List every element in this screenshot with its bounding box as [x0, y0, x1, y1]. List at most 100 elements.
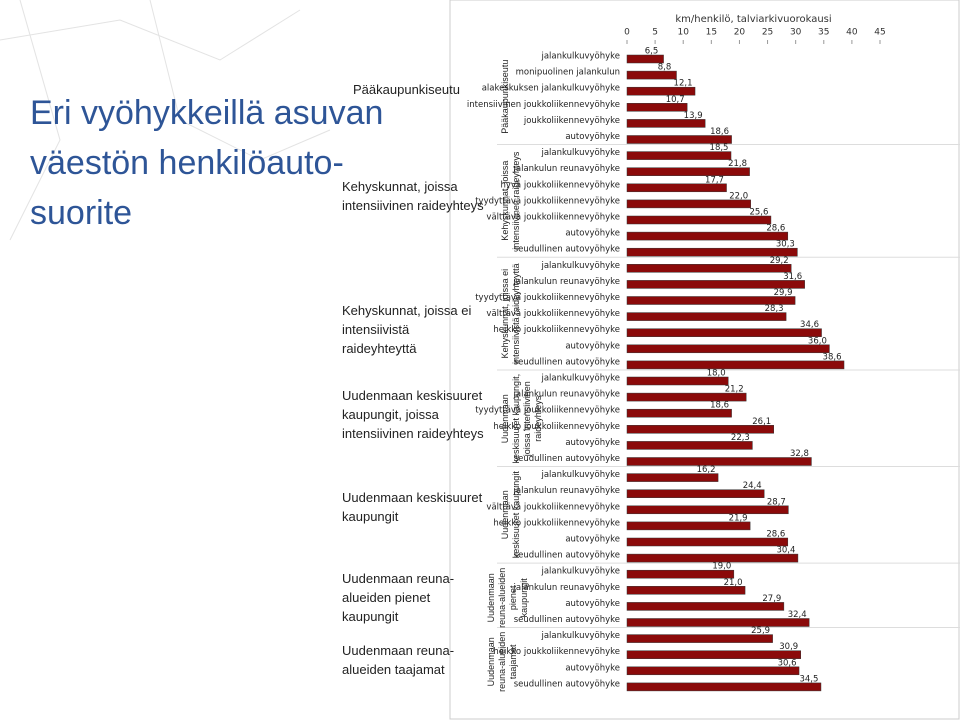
value-label: 32,4 — [788, 610, 807, 620]
bar — [626, 247, 798, 257]
group-axis-label: Uudenmaan keskisuuret kaupungit — [500, 471, 521, 559]
group-axis-label: Pääkaupunkiseutu — [500, 59, 510, 134]
group-axis-label: Kehyskunnat, joissa ei intensiivistä rai… — [500, 263, 521, 364]
category-label: autovyöhyke — [565, 229, 620, 239]
group-label: Pääkaupunkiseutu — [353, 82, 460, 97]
category-label: jalankulkuvyöhyke — [540, 470, 620, 480]
value-label: 21,0 — [724, 578, 743, 588]
value-label: 36,0 — [808, 336, 827, 346]
value-label: 18,6 — [710, 127, 729, 137]
value-label: 21,9 — [729, 513, 748, 523]
category-label: alakeskuksen jalankulkuvyöhyke — [482, 84, 620, 94]
bar — [626, 70, 677, 80]
category-label: tyydyttävä joukkoliikennevyöhyke — [475, 406, 620, 416]
x-tick-label: 5 — [652, 28, 658, 38]
bar — [626, 537, 789, 547]
bar — [626, 505, 789, 515]
bar — [626, 618, 810, 627]
value-label: 28,6 — [766, 224, 785, 234]
group-label: Uudenmaan keskisuuret kaupungit, joissa … — [342, 388, 484, 441]
x-tick-label: 40 — [846, 28, 858, 38]
title-line: Eri vyöhykkeillä asuvan — [30, 94, 384, 132]
value-label: 34,5 — [799, 674, 818, 684]
bar — [626, 666, 800, 676]
category-label: hyvä joukkoliikennevyöhyke — [500, 180, 620, 190]
category-label: seudullinen autovyöhyke — [514, 551, 620, 561]
category-label: monipuolinen jalankulun — [516, 68, 620, 78]
category-label: välttävä joukkoliikennevyöhyke — [486, 309, 620, 319]
value-label: 22,3 — [731, 433, 750, 443]
bar — [626, 457, 812, 466]
value-label: 21,2 — [725, 385, 744, 395]
value-label: 30,4 — [776, 546, 795, 556]
category-label: välttävä joukkoliikennevyöhyke — [486, 502, 620, 512]
category-label: autovyöhyke — [565, 663, 620, 673]
bar — [626, 569, 735, 579]
value-label: 16,2 — [697, 465, 716, 475]
category-label: autovyöhyke — [565, 599, 620, 609]
category-label: seudullinen autovyöhyke — [514, 357, 620, 367]
x-tick-label: 30 — [790, 28, 802, 38]
bar — [626, 199, 751, 209]
bar — [626, 425, 774, 434]
x-tick-label: 35 — [818, 28, 829, 38]
bar — [626, 473, 719, 482]
value-label: 29,9 — [774, 288, 793, 298]
value-label: 38,6 — [823, 352, 842, 362]
bar — [626, 119, 706, 128]
value-label: 28,3 — [765, 304, 784, 314]
category-label: autovyöhyke — [565, 132, 620, 142]
category-label: autovyöhyke — [565, 438, 620, 448]
bar — [626, 441, 753, 450]
bar — [626, 296, 796, 305]
category-label: seudullinen autovyöhyke — [514, 615, 620, 625]
category-label: jalankulkuvyöhyke — [540, 374, 620, 384]
category-label: joukkoliikennevyöhyke — [523, 116, 620, 126]
value-label: 22,0 — [729, 191, 748, 201]
title-line: väestön henkilöauto- — [30, 144, 344, 182]
value-label: 28,7 — [767, 497, 786, 507]
bar — [626, 521, 751, 531]
title: Eri vyöhykkeillä asuvan väestön henkilöau… — [30, 88, 383, 238]
value-label: 18,6 — [710, 401, 729, 411]
category-label: jalankulun reunavyöhyke — [513, 583, 620, 593]
value-label: 10,7 — [666, 95, 685, 105]
value-label: 19,0 — [712, 562, 731, 572]
category-label: seudullinen autovyöhyke — [514, 679, 620, 689]
bar — [626, 602, 785, 611]
bar — [626, 86, 696, 96]
category-label: jalankulkuvyöhyke — [540, 261, 620, 271]
value-label: 21,8 — [728, 159, 747, 169]
value-label: 30,9 — [779, 642, 798, 652]
x-tick-label: 25 — [762, 28, 773, 38]
value-label: 25,9 — [751, 626, 770, 636]
group-label: Uudenmaan reuna-alueiden pienet kaupungi… — [342, 571, 455, 624]
category-label: jalankulun reunavyöhyke — [513, 277, 620, 287]
category-label: heikko joukkoliikennevyöhyke — [493, 647, 620, 657]
bar — [626, 151, 732, 160]
title-line: suorite — [30, 194, 133, 232]
bar — [626, 489, 765, 498]
x-tick-label: 45 — [874, 28, 885, 38]
category-label: tyydyttävä joukkoliikennevyöhyke — [475, 293, 620, 303]
bar — [626, 344, 830, 354]
bar — [626, 376, 729, 386]
value-label: 18,5 — [710, 143, 729, 153]
group-label: Uudenmaan reuna-alueiden taajamat — [342, 643, 455, 677]
group-axis-label: Kehyskunnat, joissa intensiivinen raidey… — [500, 151, 521, 250]
bar — [626, 264, 792, 273]
category-label: autovyöhyke — [565, 341, 620, 351]
x-tick-label: 0 — [624, 28, 630, 38]
group-label: Uudenmaan keskisuuret kaupungit — [342, 490, 483, 524]
category-label: jalankulun reunavyöhyke — [513, 486, 620, 496]
bar — [626, 650, 801, 659]
bar — [626, 54, 664, 64]
value-label: 12,1 — [674, 79, 693, 89]
bar — [626, 135, 732, 144]
bar — [626, 360, 845, 370]
value-label: 6,5 — [645, 47, 659, 57]
category-label: tyydyttävä joukkoliikennevyöhyke — [475, 196, 620, 206]
chart-frame — [449, 0, 960, 720]
x-tick-label: 15 — [706, 28, 717, 38]
value-label: 34,6 — [800, 320, 819, 330]
